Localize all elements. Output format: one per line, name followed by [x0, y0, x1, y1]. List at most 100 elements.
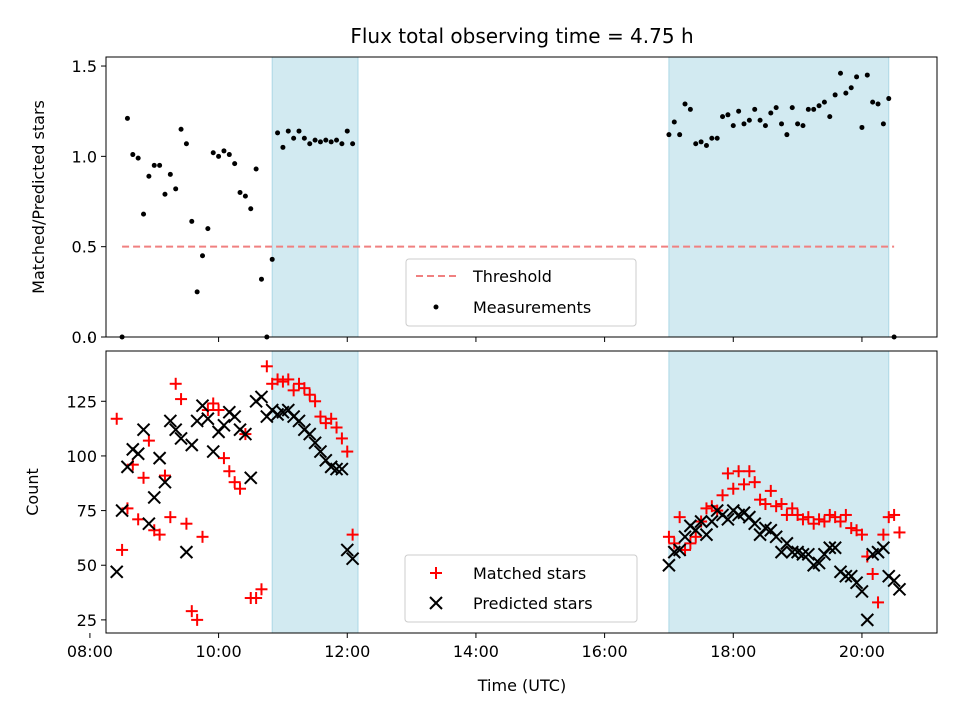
measurements-point-23	[242, 193, 248, 199]
matched-stars-point-18	[207, 397, 220, 410]
matched-stars-point-40	[325, 412, 338, 425]
matched-stars-point-9	[158, 469, 171, 482]
bottom-panel: 25 50 75 100 125 08:00 10:00 12:00 14:00 16:00 18…	[23, 350, 938, 661]
predicted-stars-point-70	[796, 547, 810, 562]
matched-stars-point-41	[330, 421, 343, 434]
measurements-point-10	[173, 186, 179, 192]
matched-stars-point-23	[234, 482, 247, 495]
matched-stars-point-12	[175, 393, 188, 406]
predicted-stars-point-4	[131, 447, 145, 461]
measurements-point-36	[312, 137, 318, 143]
predicted-stars-point-43	[340, 543, 354, 557]
measurements-point-19	[221, 148, 227, 154]
matched-stars-point-21	[223, 465, 236, 478]
predicted-stars-point-75	[823, 541, 837, 555]
predicted-stars-point-25	[244, 471, 258, 485]
predicted-stars-point-52	[699, 527, 714, 542]
legend-predicted-label: Predicted stars	[473, 594, 593, 613]
measurements-point-25	[253, 166, 259, 172]
matched-stars-point-43	[341, 445, 354, 458]
predicted-stars-point-38	[313, 444, 328, 459]
observing-window-0-1	[668, 56, 890, 338]
matched-stars-point-27	[255, 583, 268, 596]
matched-stars-point-28	[260, 360, 273, 373]
matched-stars-point-56	[721, 467, 734, 480]
measurements-point-49	[693, 141, 699, 147]
measurements-point-48	[687, 106, 693, 112]
measurements-point-76	[837, 70, 843, 76]
matched-stars-point-1	[116, 543, 129, 556]
predicted-stars-point-71	[801, 547, 816, 562]
matched-stars-point-22	[228, 476, 241, 489]
predicted-stars-point-85	[876, 541, 891, 555]
measurements-point-79	[854, 74, 860, 80]
predicted-stars-point-24	[238, 427, 253, 441]
predicted-stars-point-7	[147, 490, 161, 505]
measurements-point-38	[323, 137, 329, 143]
predicted-stars-point-67	[780, 536, 794, 551]
measurements-point-65	[779, 121, 785, 127]
measurements-point-20	[226, 152, 232, 158]
matched-stars-point-52	[700, 502, 713, 515]
measurements-point-1	[124, 115, 130, 121]
measurements-point-37	[317, 139, 323, 145]
matched-stars-point-65	[770, 500, 783, 513]
matched-stars-point-19	[212, 404, 225, 417]
predicted-stars-point-51	[694, 514, 708, 529]
matched-stars-point-45	[662, 530, 675, 543]
measurements-point-56	[730, 123, 736, 129]
matched-stars-point-61	[748, 476, 761, 489]
measurements-point-74	[827, 114, 833, 120]
measurements-point-57	[736, 108, 742, 114]
measurements-point-85	[886, 96, 892, 102]
measurements-point-68	[795, 121, 801, 127]
measurements-point-2	[130, 152, 136, 158]
matched-stars-point-26	[250, 592, 263, 605]
measurements-point-60	[752, 106, 758, 112]
matched-stars-point-32	[282, 373, 295, 386]
measurements-point-39	[328, 139, 334, 145]
matched-stars-point-83	[866, 567, 879, 580]
observing-window-1-1	[668, 350, 890, 634]
matched-stars-point-86	[882, 511, 895, 524]
predicted-stars-point-15	[190, 414, 204, 428]
matched-stars-point-66	[775, 498, 788, 511]
matched-stars-point-84	[872, 596, 885, 609]
predicted-stars-point-11	[168, 422, 183, 437]
measurements-point-24	[248, 206, 254, 212]
measurements-point-12	[183, 141, 189, 147]
predicted-stars-point-82	[860, 613, 875, 627]
matched-stars-point-4	[132, 513, 145, 526]
xtick-label-1: 10:00	[196, 642, 242, 661]
matched-stars-point-15	[191, 613, 204, 626]
matched-stars-point-47	[673, 511, 686, 524]
x-axis-label: Time (UTC)	[477, 676, 566, 695]
measurements-point-78	[848, 85, 854, 91]
measurements-point-58	[741, 121, 747, 127]
measurements-point-55	[725, 112, 731, 118]
predicted-stars-point-17	[201, 412, 215, 426]
predicted-stars-point-68	[785, 545, 799, 559]
matched-stars-point-87	[888, 508, 901, 521]
measurements-point-59	[746, 117, 752, 123]
xtick-label-6: 20:00	[839, 642, 885, 661]
measurements-point-32	[291, 135, 297, 141]
matched-stars-point-75	[823, 508, 836, 521]
ytick-label-1-0: 25	[77, 611, 97, 630]
matched-stars-point-85	[877, 528, 890, 541]
matched-stars-point-38	[314, 410, 327, 423]
legend-measurements-label: Measurements	[473, 298, 591, 317]
matched-stars-point-0	[110, 412, 123, 425]
matched-stars-point-8	[153, 528, 166, 541]
matched-stars-point-11	[169, 377, 182, 390]
matched-stars-point-74	[818, 515, 831, 528]
measurements-point-4	[141, 211, 147, 217]
measurements-point-52	[709, 135, 715, 141]
xtick-label-4: 16:00	[582, 642, 628, 661]
predicted-stars-point-47	[672, 543, 687, 557]
measurements-point-16	[205, 226, 211, 232]
measurements-point-17	[210, 150, 216, 156]
matched-stars-point-16	[196, 530, 209, 543]
ytick-label-1-2: 75	[77, 502, 97, 521]
